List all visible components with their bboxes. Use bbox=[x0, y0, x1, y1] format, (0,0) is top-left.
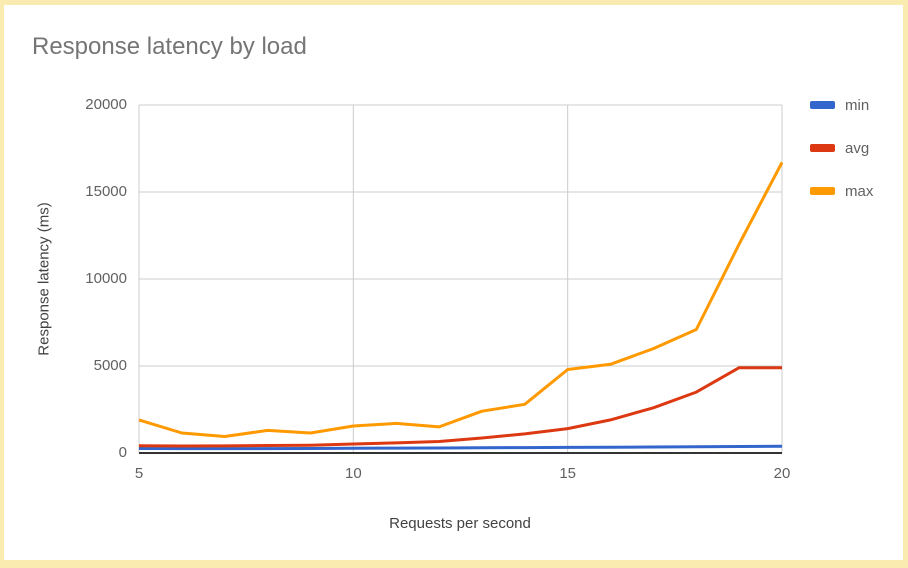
x-tick-label: 20 bbox=[773, 465, 791, 482]
legend-item-min: min bbox=[810, 95, 873, 115]
legend: min avg max bbox=[810, 95, 873, 224]
series-line-avg[interactable] bbox=[138, 366, 782, 448]
chart-title: Response latency by load bbox=[32, 33, 307, 60]
legend-item-max: max bbox=[810, 181, 873, 201]
legend-label: avg bbox=[845, 139, 870, 157]
y-tick-label: 5000 bbox=[93, 357, 127, 374]
y-tick-label: 0 bbox=[118, 444, 127, 461]
plot-area[interactable] bbox=[138, 104, 784, 454]
x-tick-label: 5 bbox=[134, 465, 144, 482]
y-tick-label: 20000 bbox=[85, 96, 127, 113]
x-axis-title: Requests per second bbox=[389, 515, 531, 532]
legend-swatch-min bbox=[810, 101, 835, 109]
x-tick-label: 15 bbox=[559, 465, 576, 482]
y-axis-title: Response latency (ms) bbox=[35, 202, 53, 356]
x-tick-label: 10 bbox=[344, 465, 362, 482]
legend-label: max bbox=[845, 182, 874, 200]
series-line-min[interactable] bbox=[138, 444, 783, 451]
legend-label: min bbox=[845, 96, 870, 114]
legend-item-avg: avg bbox=[810, 138, 873, 158]
legend-swatch-max bbox=[810, 187, 835, 195]
y-tick-label: 15000 bbox=[85, 183, 127, 200]
series-line-max[interactable] bbox=[138, 161, 784, 438]
y-tick-label: 10000 bbox=[85, 270, 127, 287]
legend-swatch-avg bbox=[810, 144, 835, 152]
